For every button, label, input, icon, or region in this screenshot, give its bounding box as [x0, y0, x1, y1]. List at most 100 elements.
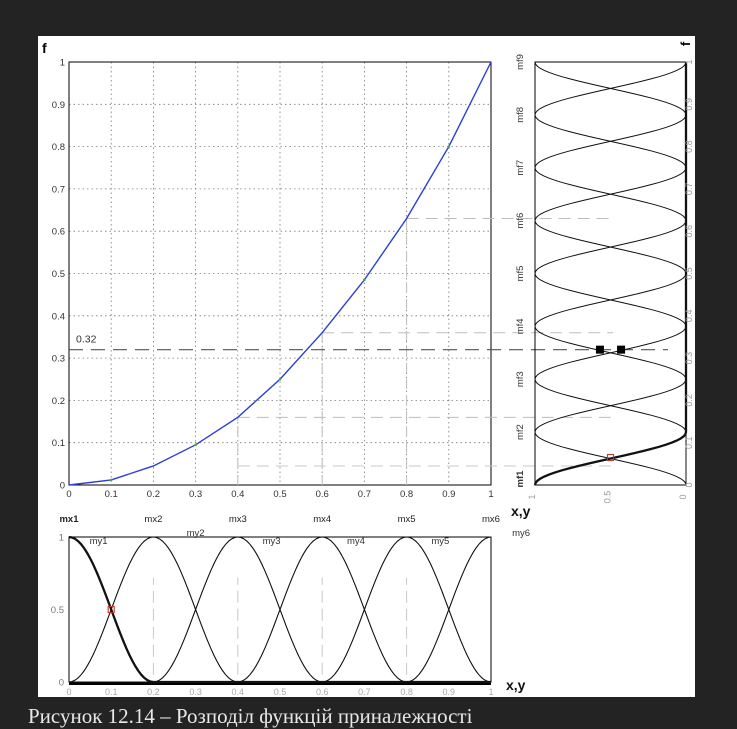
- main-x-tick-label: 0.3: [189, 489, 202, 500]
- main-y-tick-label: 0.2: [52, 396, 65, 407]
- main-y-tick-label: 0.6: [52, 227, 65, 238]
- mx-label: mx5: [398, 514, 416, 525]
- annotation-label: 0.32: [76, 334, 97, 346]
- bottom-y-tick-label: 0.5: [51, 605, 64, 616]
- main-y-tick-label: 0.1: [52, 438, 65, 449]
- figure-caption: Рисунок 12.14 – Розподіл функцій принале…: [28, 704, 473, 728]
- bottom-x-tick-label: 1: [488, 687, 493, 697]
- membership-figure: 0 0.1 0.2 0.3 0.4 0.5 0.6 0.7 0.8 0.9 1 0 0.1 0.2 0.3 0…: [42, 40, 694, 697]
- my-label: my2: [187, 528, 205, 539]
- bottom-x-tick-label: 0.1: [105, 687, 118, 697]
- right-value-tick-label: 0: [678, 494, 688, 499]
- right-y-tick-label: 0.4: [684, 310, 694, 323]
- right-plot-frame: [534, 61, 687, 486]
- right-y-tick-label: 0.2: [684, 394, 694, 407]
- mf-label: mf2: [515, 424, 526, 440]
- mf-label: mf1: [515, 470, 526, 488]
- bottom-x-tick-label: 0.2: [147, 687, 160, 697]
- main-y-tick-label: 0.4: [52, 311, 65, 322]
- main-x-tick-label: 0: [66, 489, 71, 500]
- bottom-x-tick-label: 0: [66, 687, 71, 697]
- right-y-tick-label: 0.5: [684, 267, 694, 280]
- my-label: my6: [512, 528, 530, 539]
- curve-marker: [363, 278, 366, 282]
- mx-label: mx4: [313, 514, 331, 525]
- right-y-tick-label: 0.3: [684, 352, 694, 365]
- highlight-marker: [595, 345, 604, 354]
- my-label: my1: [90, 536, 108, 547]
- mf-label: mf5: [515, 266, 526, 282]
- highlight-point: [107, 605, 115, 614]
- main-y-tick-label: 0.7: [52, 184, 65, 195]
- main-x-tick-label: 0.2: [147, 489, 160, 500]
- main-x-tick-label: 0.5: [273, 489, 286, 500]
- bottom-x-tick-label: 0.7: [358, 687, 371, 697]
- f-membership-curve: [534, 62, 687, 485]
- bottom-x-tick-label: 0.5: [274, 687, 287, 697]
- right-y-tick-label: 0.1: [684, 436, 694, 449]
- mf-label: mf6: [515, 213, 526, 229]
- bottom-y-tick-label: 0: [59, 678, 64, 689]
- highlight-marker: [606, 453, 615, 462]
- mx-label: mx6: [482, 514, 500, 525]
- right-x-axis-label: x,y: [511, 503, 531, 519]
- main-x-tick-label: 1: [488, 489, 493, 500]
- f-membership-curve: [534, 62, 687, 485]
- right-y-tick-label: 0.7: [684, 183, 694, 196]
- bottom-x-tick-label: 0.3: [189, 687, 202, 697]
- main-x-tick-label: 0.4: [231, 489, 244, 500]
- mf-label: mf7: [515, 160, 526, 176]
- main-y-axis-label: f: [42, 40, 47, 56]
- mf-label: mf3: [515, 371, 526, 387]
- main-y-tick-label: 0.9: [52, 100, 65, 111]
- f-membership-curve: [534, 62, 687, 485]
- right-y-tick-label: 0: [684, 482, 694, 487]
- bottom-x-tick-label: 0.4: [232, 687, 245, 697]
- main-plot-frame: [68, 61, 492, 486]
- main-y-tick-label: 0.5: [52, 269, 65, 280]
- bottom-x-axis-label: x,y: [506, 677, 526, 693]
- bottom-x-tick-label: 0.8: [400, 687, 413, 697]
- right-value-tick-label: 1: [527, 494, 537, 499]
- my-label: my3: [263, 536, 281, 547]
- bottom-x-tick-label: 0.6: [316, 687, 329, 697]
- figure-panel: 0 0.1 0.2 0.3 0.4 0.5 0.6 0.7 0.8 0.9 1 0 0.1 0.2 0.3 0…: [38, 36, 695, 697]
- highlight-marker: [617, 345, 626, 354]
- mf-label: mf9: [515, 54, 526, 70]
- curve-marker: [278, 377, 282, 381]
- right-y-tick-label: 1: [684, 59, 694, 64]
- main-x-tick-label: 0.6: [316, 489, 329, 500]
- right-y-tick-label: 0.9: [684, 98, 694, 111]
- f-membership-curve: [534, 62, 687, 485]
- right-y-tick-label: 0.6: [684, 225, 694, 238]
- my-label: my4: [347, 536, 365, 547]
- f-membership-curve: [534, 61, 687, 485]
- main-y-tick-label: 1: [60, 58, 65, 69]
- mx-label: mx3: [229, 514, 247, 525]
- f-membership-curve: [534, 61, 687, 485]
- main-x-tick-label: 0.1: [105, 489, 118, 500]
- main-x-tick-label: 0.7: [358, 489, 371, 500]
- main-y-tick-label: 0: [60, 481, 65, 492]
- main-x-tick-label: 0.9: [442, 489, 455, 500]
- right-y-axis-label: f: [678, 41, 693, 46]
- bottom-x-tick-label: 0.9: [443, 687, 456, 697]
- f-membership-curve: [533, 62, 688, 486]
- curve-marker: [447, 145, 451, 148]
- mx-label: mx1: [59, 514, 79, 525]
- my-label: my5: [431, 536, 449, 547]
- curve-marker: [109, 478, 113, 482]
- main-x-tick-label: 0.8: [400, 489, 413, 500]
- right-value-tick-label: 0.5: [603, 491, 613, 504]
- bottom-y-tick-label: 1: [59, 533, 64, 544]
- y-membership-curve: [69, 536, 492, 683]
- mf-label: mf4: [515, 318, 526, 334]
- mx-label: mx2: [144, 514, 162, 525]
- f-membership-curve: [534, 62, 687, 486]
- right-y-tick-label: 0.8: [684, 140, 694, 153]
- curve-marker: [194, 443, 197, 447]
- mf-label: mf8: [515, 107, 526, 123]
- main-y-tick-label: 0.8: [52, 142, 65, 153]
- f-membership-curve: [534, 62, 687, 485]
- main-y-tick-label: 0.3: [52, 354, 65, 365]
